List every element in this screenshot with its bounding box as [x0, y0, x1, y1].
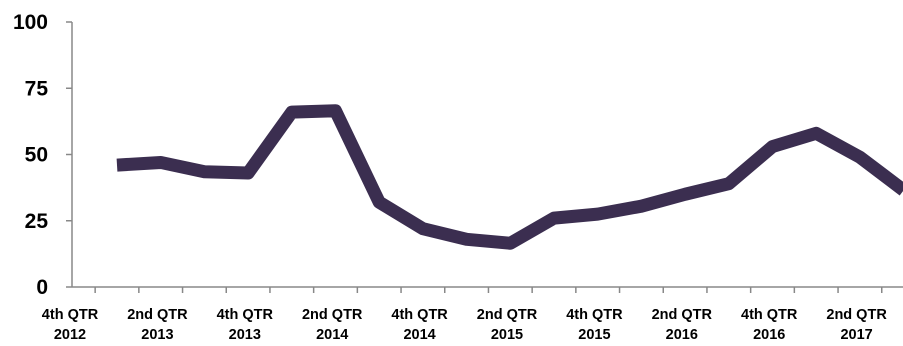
x-tick-label-line2: 2014	[316, 327, 348, 343]
x-tick-label-line1: 2nd QTR	[826, 307, 887, 323]
x-tick-label-line2: 2015	[578, 327, 610, 343]
x-axis-labels: 4th QTR 2012 2nd QTR 2013 4th QTR 2013 2nd QTR…	[42, 307, 888, 343]
x-tick-label-line2: 2013	[229, 327, 261, 343]
axes	[66, 21, 903, 293]
x-tick-label-line1: 4th QTR	[566, 307, 623, 323]
x-tick-label-line2: 2014	[403, 327, 435, 343]
series-layer	[116, 104, 903, 250]
x-tick-label-line2: 2016	[753, 327, 785, 343]
x-tick-label-line2: 2013	[141, 327, 173, 343]
x-tick-label-line2: 2017	[840, 327, 872, 343]
x-tick-label-line1: 4th QTR	[42, 307, 99, 323]
y-tick-label: 75	[25, 77, 49, 100]
y-tick-label: 50	[25, 144, 48, 167]
y-tick-label: 25	[25, 210, 49, 233]
x-tick-label-line2: 2016	[666, 327, 698, 343]
x-tick-label-line1: 4th QTR	[217, 307, 274, 323]
x-tick-label-line2: 2015	[491, 327, 523, 343]
x-tick-label-line1: 4th QTR	[741, 307, 798, 323]
x-tick-label-line2: 2012	[54, 327, 86, 343]
x-tick-label-line1: 2nd QTR	[652, 307, 713, 323]
y-tick-label: 100	[13, 11, 48, 34]
x-tick-label-line1: 2nd QTR	[302, 307, 363, 323]
x-tick-label-line1: 4th QTR	[391, 307, 448, 323]
x-tick-label-line1: 2nd QTR	[127, 307, 188, 323]
x-tick-label-line1: 2nd QTR	[477, 307, 538, 323]
series-line	[116, 104, 903, 250]
y-tick-label: 0	[36, 276, 48, 299]
y-axis-labels: 0 25 50 75 100	[13, 11, 48, 299]
